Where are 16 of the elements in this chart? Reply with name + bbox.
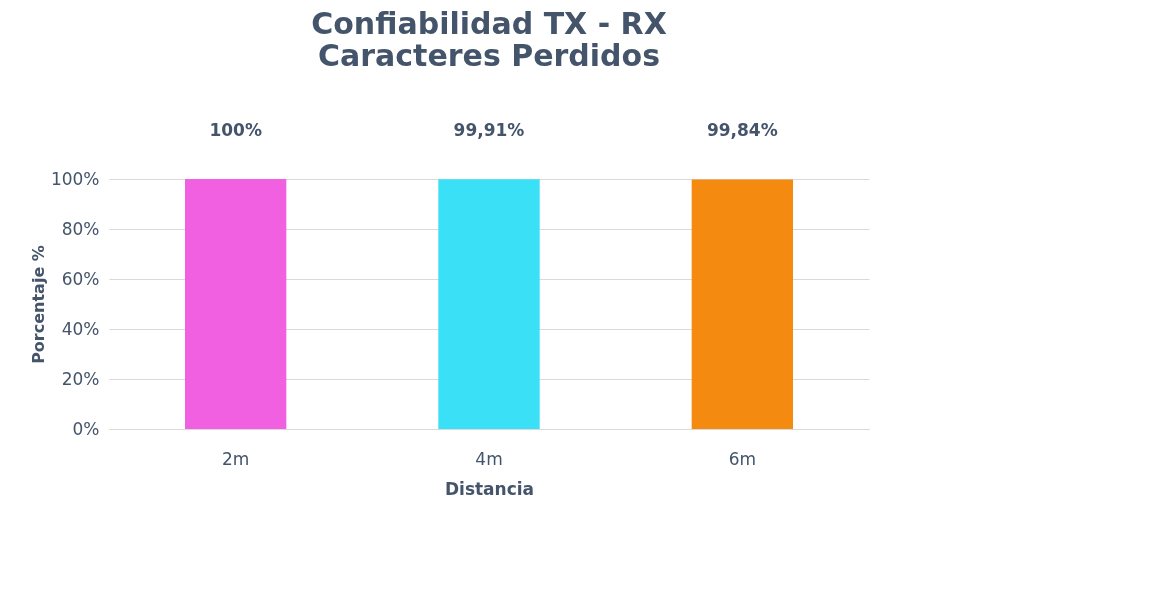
x-tick-label: 2m <box>221 448 250 469</box>
text: Caracteres Perdidos <box>317 38 661 73</box>
y-tick-label: 0% <box>72 418 100 439</box>
y-axis-title: Porcentaje % <box>28 245 48 364</box>
y-tick-label: 80% <box>61 218 100 239</box>
data-label: 100% <box>209 120 262 140</box>
x-tick-label: 6m <box>728 448 757 469</box>
y-tick-label: 60% <box>61 268 100 289</box>
x-axis-title: Distancia <box>444 478 535 499</box>
x-tick-label: 4m <box>475 448 503 469</box>
y-tick-label: 100% <box>50 168 100 189</box>
y-tick-label: 20% <box>61 368 100 389</box>
data-label: 99,84% <box>706 120 778 141</box>
text: Confiabilidad TX - RX <box>311 6 667 41</box>
data-label: 99,91% <box>453 120 525 141</box>
y-tick-label: 40% <box>61 318 100 339</box>
